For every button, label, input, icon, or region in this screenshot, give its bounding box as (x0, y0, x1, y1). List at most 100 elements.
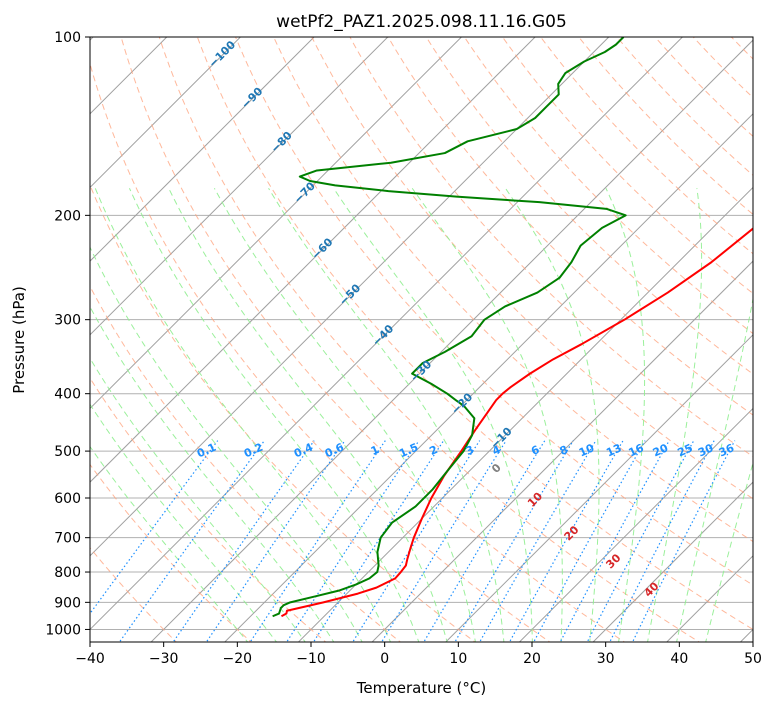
plot-frame (89, 36, 754, 643)
isotherm-line (371, 260, 753, 642)
dry-adiabat-line (387, 37, 753, 416)
mixing-ratio-line (423, 440, 546, 642)
dry-adiabat-line (425, 37, 753, 375)
dry-adiabat-label: −60 (309, 235, 336, 262)
y-tick-label: 300 (54, 313, 81, 329)
dry-adiabat-line (311, 37, 753, 500)
x-tick-label: −10 (296, 651, 326, 667)
moist-adiabat-line (90, 357, 306, 642)
isotherm-line (90, 37, 315, 262)
y-axis-label: Pressure (hPa) (10, 286, 28, 394)
isotherm-line (297, 186, 753, 642)
dry-adiabat-line (90, 62, 551, 642)
y-tick-label: 400 (54, 387, 81, 403)
y-tick-label: 900 (54, 595, 81, 611)
dry-adiabat-line (349, 37, 753, 458)
dry-adiabat-label: −90 (239, 85, 266, 112)
mixing-ratio-label: 6 (529, 443, 542, 458)
isotherm-line (739, 628, 753, 642)
moist-adiabat-line (268, 187, 505, 642)
mixing-ratio-label: 13 (604, 441, 623, 459)
mixing-ratio-label: 3 (464, 443, 476, 458)
x-axis-label: Temperature (°C) (356, 679, 486, 697)
isotherm-line (90, 37, 684, 631)
x-tick-label: 0 (380, 651, 389, 667)
mixing-ratio-line (609, 440, 715, 642)
isotherm-line (518, 407, 753, 642)
moist-adiabat-line (128, 188, 420, 642)
mixing-ratio-label: 1 (369, 443, 381, 458)
mixing-ratio-label: 0.1 (195, 441, 218, 461)
moist-adiabat-line (505, 187, 600, 642)
moist-adiabat-line (90, 305, 335, 642)
mixing-ratio-line (586, 440, 695, 642)
dry-adiabat-label: −30 (408, 358, 435, 385)
dry-adiabat-line (769, 37, 775, 644)
x-tick-label: 20 (523, 651, 541, 667)
line-label-layer: 0.1 0.2 0.4 0.6 1 1.5 2 3 4 6 8 10 13 16 20 25 30 36−100−… (195, 38, 736, 600)
chart-title: wetPf2_PAZ1.2025.098.11.16.G05 (276, 12, 567, 32)
isotherm-line (90, 37, 389, 336)
y-tick-label: 700 (54, 531, 81, 547)
isotherm-line (445, 334, 753, 642)
dry-adiabat-line (502, 37, 753, 295)
dry-adiabat-line (692, 37, 753, 99)
moist-adiabat-label: 30 (603, 551, 623, 571)
mixing-ratio-line (533, 440, 646, 642)
mixing-ratio-line (479, 440, 597, 642)
moist-adiabat-line (333, 187, 533, 642)
mixing-ratio-line (454, 440, 574, 642)
dry-adiabat-line (90, 463, 252, 642)
isotherm-line (666, 555, 753, 642)
x-tick-label: −40 (75, 651, 105, 667)
isotherm-line (592, 481, 753, 642)
isotherm-line (150, 39, 753, 642)
y-tick-label: 100 (54, 30, 81, 46)
mixing-ratio-line (380, 440, 507, 642)
dry-adiabat-label: −20 (449, 390, 476, 417)
isotherm-line (224, 113, 753, 642)
isotherm-line (90, 37, 536, 483)
x-tick-label: 10 (449, 651, 467, 667)
mixing-ratio-line (172, 440, 315, 642)
moist-adiabat-line (90, 403, 278, 642)
dry-adiabat-line (463, 37, 753, 335)
mixing-ratio-line (352, 440, 481, 642)
mixing-ratio-label: 20 (651, 441, 671, 459)
y-tick-label: 1000 (45, 622, 81, 638)
x-tick-label: −20 (223, 651, 253, 667)
moist-adiabat-line (676, 296, 753, 642)
mixing-ratio-line (559, 440, 670, 642)
y-tick-label: 500 (54, 444, 81, 460)
dry-adiabat-label: −50 (337, 281, 364, 308)
x-tick-label: −30 (149, 651, 179, 667)
dry-adiabat-line (235, 37, 753, 586)
dry-adiabat-label: −100 (206, 38, 238, 70)
moist-adiabat-label: 0 (489, 461, 504, 476)
mixing-ratio-label: 0.6 (323, 440, 346, 460)
moist-adiabat-line (647, 188, 703, 642)
x-tick-label: 30 (597, 651, 615, 667)
mixing-ratio-line (312, 440, 445, 642)
moist-adiabat-line (90, 445, 249, 642)
dry-adiabat-line (273, 37, 753, 543)
mixing-ratio-label: 8 (558, 443, 570, 458)
moist-adiabat-line (213, 188, 476, 642)
dry-adiabat-line (120, 37, 626, 642)
x-tick-label: 40 (670, 651, 688, 667)
mixing-ratio-label: 16 (627, 441, 647, 459)
isotherm-line (90, 37, 610, 557)
moist-adiabat-line (605, 188, 646, 642)
dry-adiabat-label: −10 (488, 425, 515, 452)
dry-adiabat-line (196, 37, 753, 631)
mixing-ratio-line (285, 440, 420, 642)
mixing-ratio-label: 30 (696, 441, 716, 459)
temperature-profile-line (280, 227, 753, 618)
moist-adiabat-line (94, 188, 392, 642)
dry-adiabat-label: −80 (268, 129, 295, 156)
dry-adiabat-line (158, 37, 701, 642)
moist-adiabat-line (168, 188, 448, 642)
mixing-ratio-label: 2 (427, 443, 439, 458)
